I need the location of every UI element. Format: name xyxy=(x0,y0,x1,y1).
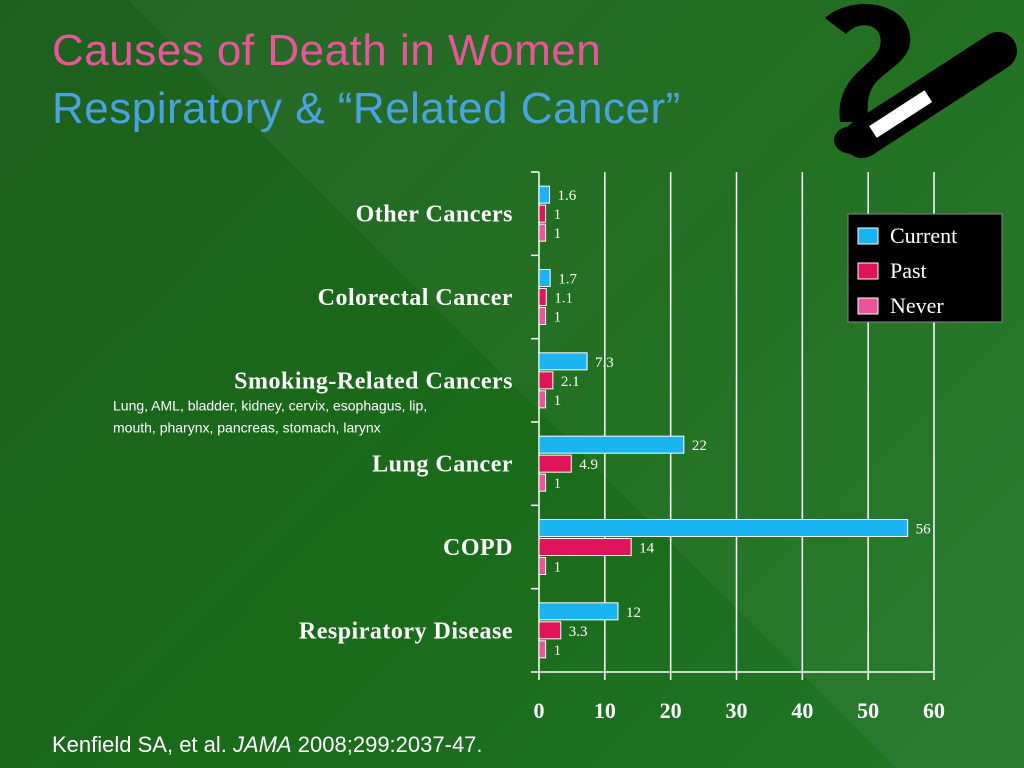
legend: Current Past Never xyxy=(847,213,1003,323)
citation: Kenfield SA, et al. JAMA 2008;299:2037-4… xyxy=(52,732,483,758)
data-label: 22 xyxy=(692,438,707,454)
bar-current xyxy=(538,602,619,621)
data-label: 14 xyxy=(639,541,655,557)
bar-past xyxy=(538,538,632,556)
bar-current xyxy=(538,352,588,371)
category-label: COPD xyxy=(443,535,513,561)
category-label: Colorectal Cancer xyxy=(318,285,513,311)
bar-never xyxy=(538,640,547,659)
legend-label: Never xyxy=(890,293,944,318)
bar-current xyxy=(538,519,909,537)
data-label: 1 xyxy=(554,310,562,326)
category-label: Smoking-Related Cancers xyxy=(234,368,513,394)
bar-never xyxy=(538,390,547,409)
x-tick-label: 20 xyxy=(660,698,682,723)
x-tick-label: 30 xyxy=(726,698,748,723)
axes xyxy=(531,171,935,680)
data-label: 7.3 xyxy=(595,355,614,371)
data-label: 1 xyxy=(554,207,562,223)
data-label: 1 xyxy=(554,560,562,576)
legend-swatch-never xyxy=(857,297,879,315)
category-label: Lung Cancer xyxy=(372,452,513,478)
slide-subtitle: Respiratory & “Related Cancer” xyxy=(52,84,681,133)
data-label: 1 xyxy=(554,393,562,409)
x-tick-label: 50 xyxy=(857,698,879,723)
legend-label: Current xyxy=(890,223,957,248)
bar-never xyxy=(538,473,547,492)
legend-swatch-past xyxy=(857,262,879,280)
citation-authors: Kenfield SA, et al. xyxy=(52,732,233,757)
bar-never xyxy=(538,557,547,575)
bar-current xyxy=(538,269,551,287)
bar-past xyxy=(538,204,547,223)
category-label: Other Cancers xyxy=(356,202,513,228)
slide-title: Causes of Death in Women xyxy=(52,26,602,75)
bar-current xyxy=(538,435,685,454)
x-tick-label: 10 xyxy=(594,698,616,723)
data-label: 2.1 xyxy=(561,374,580,390)
bar-never xyxy=(538,307,547,325)
data-label: 1.6 xyxy=(558,188,577,204)
legend-swatch-current xyxy=(857,227,879,245)
x-tick-label: 40 xyxy=(791,698,813,723)
category-note: Lung, AML, bladder, kidney, cervix, esop… xyxy=(113,397,427,413)
bar-current xyxy=(538,185,551,204)
x-tick-label: 60 xyxy=(923,698,945,723)
data-label: 3.3 xyxy=(569,624,588,640)
data-label: 1 xyxy=(554,643,562,659)
bar-never xyxy=(538,223,547,242)
labels: 0 10 20 30 40 50 60 1.6 1 1 Other Cancers 1.7 1.1 1 Co… xyxy=(113,188,945,723)
bar-past xyxy=(538,288,547,306)
bar-past xyxy=(538,621,562,640)
citation-journal: JAMA xyxy=(233,732,292,757)
data-label: 1 xyxy=(554,226,562,242)
data-label: 12 xyxy=(626,605,641,621)
data-label: 1.1 xyxy=(554,291,573,307)
category-label: Respiratory Disease xyxy=(299,618,513,644)
legend-label: Past xyxy=(890,258,927,283)
category-note: mouth, pharynx, pancreas, stomach, laryn… xyxy=(113,419,381,435)
data-label: 56 xyxy=(916,522,932,538)
data-label: 1.7 xyxy=(558,272,577,288)
data-label: 1 xyxy=(554,476,562,492)
bar-past xyxy=(538,454,572,473)
bars xyxy=(538,185,909,659)
bar-past xyxy=(538,371,554,390)
data-label: 4.9 xyxy=(579,457,598,473)
x-tick-label: 0 xyxy=(534,698,545,723)
cigarette-question-icon xyxy=(825,3,1017,159)
citation-rest: 2008;299:2037-47. xyxy=(291,732,483,757)
